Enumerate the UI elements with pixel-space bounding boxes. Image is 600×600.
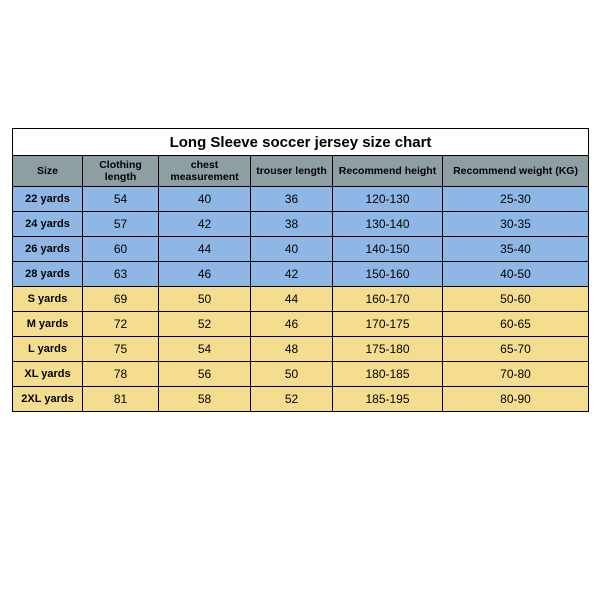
- cell-clothing-length: 60: [83, 237, 159, 262]
- col-height: Recommend height: [333, 156, 443, 187]
- cell-trouser: 50: [251, 362, 333, 387]
- table-row: M yards 72 52 46 170-175 60-65: [13, 312, 589, 337]
- cell-weight: 40-50: [443, 262, 589, 287]
- cell-size: 26 yards: [13, 237, 83, 262]
- col-trouser: trouser length: [251, 156, 333, 187]
- cell-chest: 40: [159, 187, 251, 212]
- cell-trouser: 36: [251, 187, 333, 212]
- cell-size: 28 yards: [13, 262, 83, 287]
- cell-chest: 42: [159, 212, 251, 237]
- cell-clothing-length: 69: [83, 287, 159, 312]
- cell-height: 185-195: [333, 387, 443, 412]
- cell-chest: 56: [159, 362, 251, 387]
- cell-clothing-length: 75: [83, 337, 159, 362]
- cell-height: 140-150: [333, 237, 443, 262]
- cell-trouser: 46: [251, 312, 333, 337]
- cell-size: 24 yards: [13, 212, 83, 237]
- cell-trouser: 44: [251, 287, 333, 312]
- table-row: 28 yards 63 46 42 150-160 40-50: [13, 262, 589, 287]
- table-row: XL yards 78 56 50 180-185 70-80: [13, 362, 589, 387]
- cell-chest: 52: [159, 312, 251, 337]
- cell-clothing-length: 78: [83, 362, 159, 387]
- col-size: Size: [13, 156, 83, 187]
- cell-clothing-length: 63: [83, 262, 159, 287]
- cell-height: 160-170: [333, 287, 443, 312]
- cell-weight: 65-70: [443, 337, 589, 362]
- cell-height: 170-175: [333, 312, 443, 337]
- cell-height: 150-160: [333, 262, 443, 287]
- cell-chest: 54: [159, 337, 251, 362]
- table-title: Long Sleeve soccer jersey size chart: [13, 129, 589, 156]
- table-row: L yards 75 54 48 175-180 65-70: [13, 337, 589, 362]
- cell-trouser: 42: [251, 262, 333, 287]
- cell-weight: 25-30: [443, 187, 589, 212]
- cell-chest: 46: [159, 262, 251, 287]
- col-chest: chest measurement: [159, 156, 251, 187]
- title-row: Long Sleeve soccer jersey size chart: [13, 129, 589, 156]
- cell-height: 175-180: [333, 337, 443, 362]
- col-weight: Recommend weight (KG): [443, 156, 589, 187]
- cell-height: 180-185: [333, 362, 443, 387]
- cell-clothing-length: 57: [83, 212, 159, 237]
- table-row: 26 yards 60 44 40 140-150 35-40: [13, 237, 589, 262]
- table-row: 24 yards 57 42 38 130-140 30-35: [13, 212, 589, 237]
- cell-trouser: 40: [251, 237, 333, 262]
- cell-clothing-length: 81: [83, 387, 159, 412]
- cell-weight: 70-80: [443, 362, 589, 387]
- cell-size: 22 yards: [13, 187, 83, 212]
- cell-clothing-length: 54: [83, 187, 159, 212]
- cell-size: XL yards: [13, 362, 83, 387]
- cell-weight: 80-90: [443, 387, 589, 412]
- cell-weight: 35-40: [443, 237, 589, 262]
- cell-size: 2XL yards: [13, 387, 83, 412]
- cell-height: 130-140: [333, 212, 443, 237]
- cell-size: M yards: [13, 312, 83, 337]
- cell-trouser: 48: [251, 337, 333, 362]
- table-row: S yards 69 50 44 160-170 50-60: [13, 287, 589, 312]
- size-chart-table: Long Sleeve soccer jersey size chart Siz…: [12, 128, 589, 412]
- cell-weight: 60-65: [443, 312, 589, 337]
- cell-trouser: 52: [251, 387, 333, 412]
- header-row: Size Clothing length chest measurement t…: [13, 156, 589, 187]
- cell-weight: 50-60: [443, 287, 589, 312]
- size-chart-wrapper: Long Sleeve soccer jersey size chart Siz…: [0, 0, 600, 412]
- cell-chest: 50: [159, 287, 251, 312]
- cell-chest: 44: [159, 237, 251, 262]
- cell-size: L yards: [13, 337, 83, 362]
- cell-clothing-length: 72: [83, 312, 159, 337]
- cell-chest: 58: [159, 387, 251, 412]
- cell-trouser: 38: [251, 212, 333, 237]
- col-clothing-length: Clothing length: [83, 156, 159, 187]
- cell-size: S yards: [13, 287, 83, 312]
- cell-height: 120-130: [333, 187, 443, 212]
- cell-weight: 30-35: [443, 212, 589, 237]
- table-body: 22 yards 54 40 36 120-130 25-30 24 yards…: [13, 187, 589, 412]
- table-row: 22 yards 54 40 36 120-130 25-30: [13, 187, 589, 212]
- table-row: 2XL yards 81 58 52 185-195 80-90: [13, 387, 589, 412]
